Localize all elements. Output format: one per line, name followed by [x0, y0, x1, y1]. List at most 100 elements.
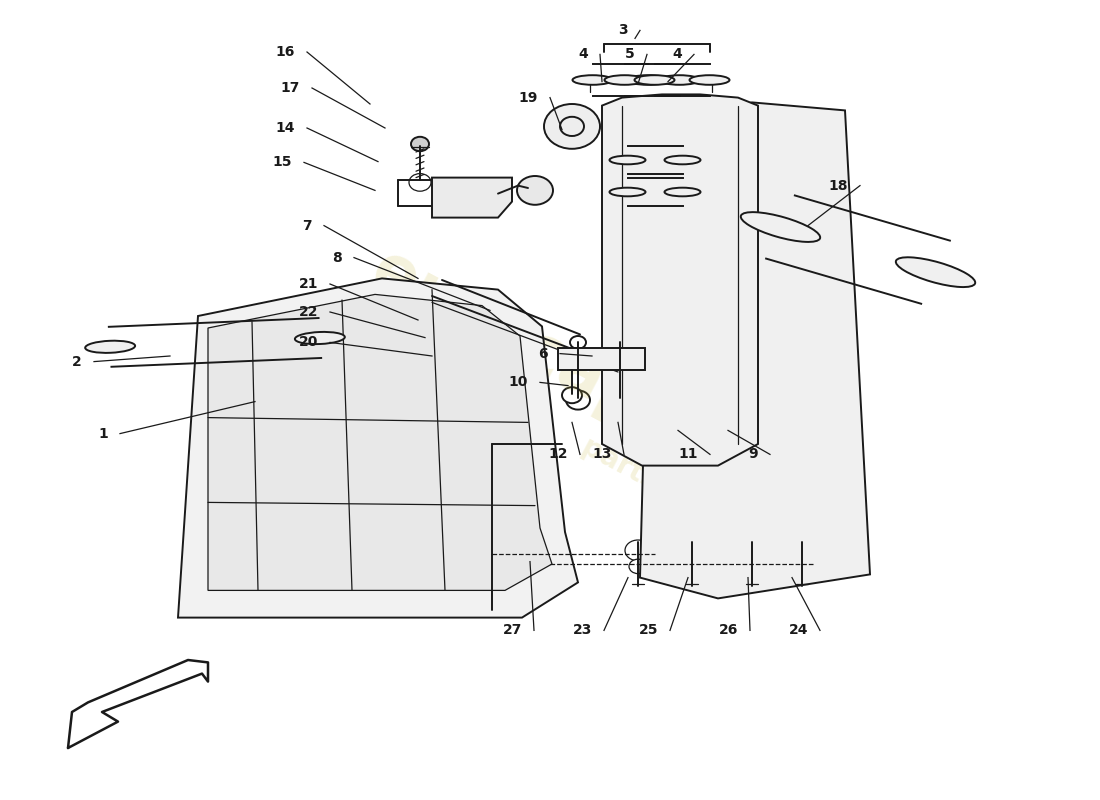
Text: eurocaparts: eurocaparts — [360, 237, 791, 507]
Circle shape — [679, 241, 711, 266]
Circle shape — [660, 130, 700, 162]
Text: a pa: a pa — [388, 454, 482, 525]
Circle shape — [248, 502, 348, 582]
Circle shape — [206, 314, 230, 334]
Circle shape — [739, 540, 764, 561]
Circle shape — [793, 559, 811, 574]
Text: 15: 15 — [273, 155, 292, 170]
Circle shape — [674, 301, 706, 326]
Polygon shape — [602, 94, 758, 466]
Ellipse shape — [660, 75, 700, 85]
Circle shape — [659, 481, 691, 506]
Circle shape — [570, 336, 586, 349]
Circle shape — [660, 324, 700, 356]
Circle shape — [409, 174, 431, 191]
Text: 27: 27 — [503, 623, 522, 638]
Text: 20: 20 — [298, 335, 318, 350]
Text: 9: 9 — [748, 447, 758, 462]
Circle shape — [660, 372, 700, 404]
Ellipse shape — [664, 188, 701, 196]
Ellipse shape — [635, 75, 674, 85]
Circle shape — [362, 330, 422, 378]
Text: 4: 4 — [672, 47, 682, 62]
Circle shape — [625, 540, 651, 561]
Text: 24: 24 — [789, 623, 808, 638]
Circle shape — [664, 421, 696, 446]
Circle shape — [764, 185, 796, 210]
Circle shape — [456, 541, 501, 576]
Polygon shape — [432, 178, 512, 218]
Circle shape — [744, 425, 775, 450]
Text: 6: 6 — [538, 346, 548, 361]
Circle shape — [660, 276, 700, 308]
Ellipse shape — [572, 75, 613, 85]
Circle shape — [629, 559, 647, 574]
Text: 8: 8 — [332, 250, 342, 265]
Ellipse shape — [690, 75, 729, 85]
Circle shape — [206, 592, 230, 611]
Circle shape — [544, 104, 600, 149]
Circle shape — [430, 362, 466, 390]
Ellipse shape — [605, 75, 645, 85]
Ellipse shape — [627, 75, 668, 85]
Text: 14: 14 — [275, 121, 295, 135]
Circle shape — [669, 361, 701, 386]
Circle shape — [759, 245, 791, 270]
Text: 4: 4 — [579, 47, 588, 62]
Text: 21: 21 — [298, 277, 318, 291]
Circle shape — [612, 336, 628, 349]
Circle shape — [604, 360, 628, 379]
Polygon shape — [178, 278, 578, 618]
Circle shape — [660, 410, 700, 442]
Circle shape — [734, 545, 766, 570]
Circle shape — [608, 390, 632, 410]
Polygon shape — [640, 102, 870, 598]
Circle shape — [660, 174, 700, 206]
Circle shape — [684, 181, 716, 206]
Circle shape — [362, 434, 422, 482]
Text: parts since 1985: parts since 1985 — [576, 432, 820, 579]
Text: 23: 23 — [573, 623, 592, 638]
Circle shape — [742, 559, 761, 574]
Circle shape — [517, 176, 553, 205]
Circle shape — [408, 344, 488, 408]
Ellipse shape — [295, 332, 344, 344]
Text: 22: 22 — [298, 305, 318, 319]
Text: 19: 19 — [518, 90, 538, 105]
Ellipse shape — [85, 341, 135, 353]
Polygon shape — [208, 294, 552, 590]
Text: 10: 10 — [508, 375, 528, 390]
Text: 26: 26 — [718, 623, 738, 638]
Circle shape — [683, 559, 701, 574]
Polygon shape — [68, 660, 208, 748]
Text: 16: 16 — [276, 45, 295, 59]
Text: 13: 13 — [593, 447, 612, 462]
Circle shape — [660, 226, 700, 258]
Circle shape — [424, 290, 447, 309]
Circle shape — [749, 365, 781, 390]
Ellipse shape — [609, 156, 646, 164]
Circle shape — [240, 379, 356, 472]
Circle shape — [562, 387, 582, 403]
Circle shape — [679, 540, 705, 561]
Circle shape — [754, 305, 786, 330]
Text: 2: 2 — [73, 354, 82, 369]
Text: 12: 12 — [549, 447, 568, 462]
Text: 25: 25 — [638, 623, 658, 638]
Text: 17: 17 — [280, 81, 300, 95]
Circle shape — [500, 592, 524, 611]
Ellipse shape — [895, 258, 976, 287]
Ellipse shape — [609, 188, 646, 196]
Ellipse shape — [740, 212, 821, 242]
Ellipse shape — [664, 156, 701, 164]
Polygon shape — [558, 348, 645, 370]
Circle shape — [566, 390, 590, 410]
Circle shape — [654, 541, 686, 566]
Text: 11: 11 — [679, 447, 699, 462]
Text: 3: 3 — [618, 23, 628, 38]
Circle shape — [789, 540, 815, 561]
Text: 5: 5 — [625, 47, 635, 62]
Text: 7: 7 — [302, 218, 312, 233]
Text: 1: 1 — [98, 426, 108, 441]
Text: 18: 18 — [828, 178, 848, 193]
